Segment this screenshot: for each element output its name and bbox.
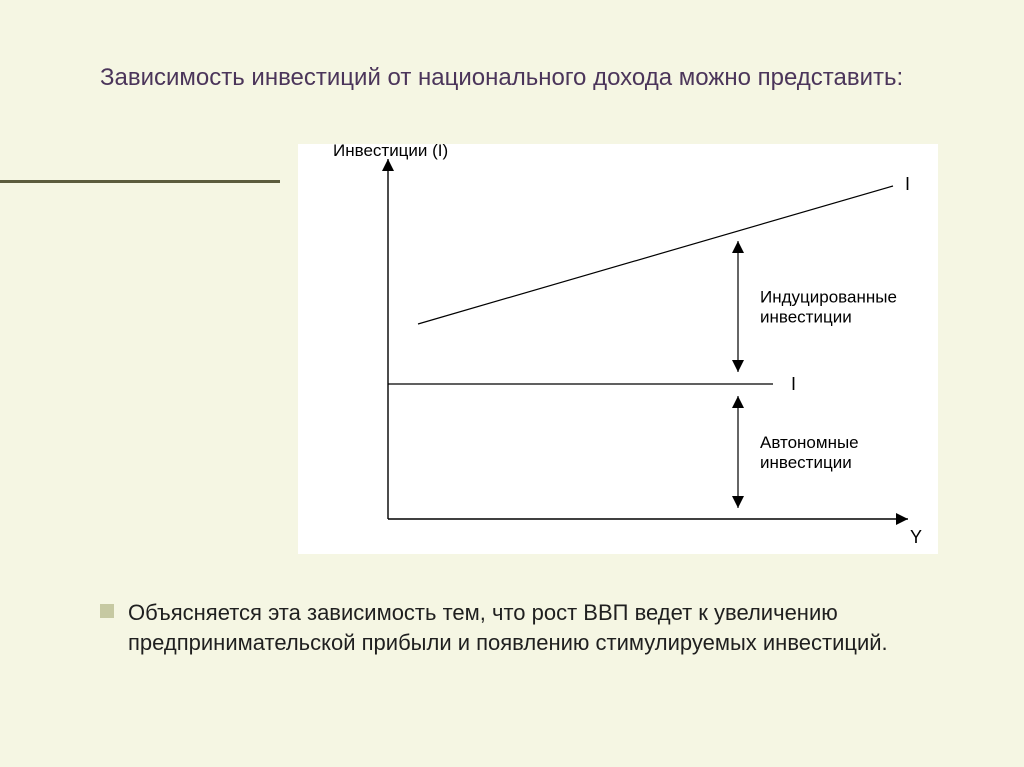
- investment-chart: Инвестиции (I)YIАвтономныеинвестицииIИнд…: [298, 144, 938, 554]
- autonomous-line-end-label: I: [791, 374, 796, 394]
- bullet-square-icon: [100, 604, 114, 618]
- bullet-text: Объясняется эта зависимость тем, что рос…: [128, 598, 900, 657]
- title-underline-rule: [0, 180, 280, 183]
- slide-title: Зависимость инвестиций от национального …: [100, 62, 920, 93]
- y-axis-label: Инвестиции (I): [333, 144, 448, 160]
- slide: Зависимость инвестиций от национального …: [0, 0, 1024, 767]
- induced-annotation-line2: инвестиции: [760, 308, 852, 327]
- chart-area: Инвестиции (I)YIАвтономныеинвестицииIИнд…: [298, 144, 938, 554]
- autonomous-annotation-line1: Автономные: [760, 433, 859, 452]
- induced-annotation-line1: Индуцированные: [760, 288, 897, 307]
- bullet-item: Объясняется эта зависимость тем, что рос…: [100, 598, 900, 657]
- autonomous-annotation-line2: инвестиции: [760, 453, 852, 472]
- x-axis-label: Y: [910, 527, 922, 547]
- total-line-end-label: I: [905, 174, 910, 194]
